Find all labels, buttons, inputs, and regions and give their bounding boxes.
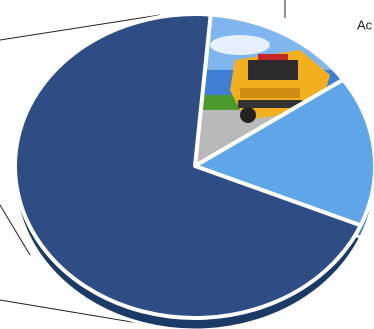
leader-lines: [0, 0, 286, 326]
pie: [13, 12, 374, 320]
slice: [13, 12, 363, 320]
slice: [193, 77, 374, 228]
slice: [193, 12, 346, 168]
slice-label: Ac: [357, 17, 373, 32]
